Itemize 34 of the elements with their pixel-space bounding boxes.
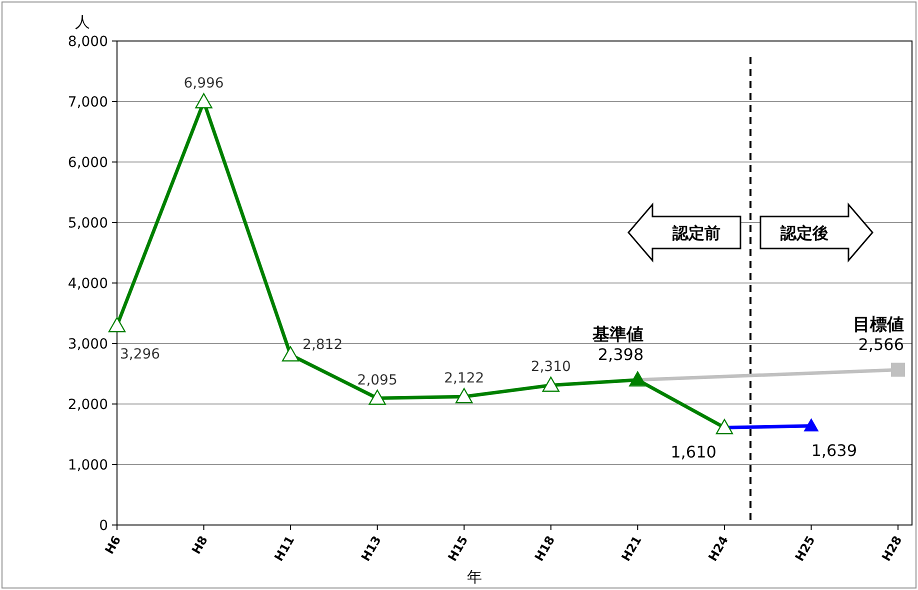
annotation: 認定後 bbox=[779, 224, 828, 242]
x-axis-title: 年 bbox=[467, 568, 482, 586]
data-label: 2,812 bbox=[302, 336, 343, 353]
annotation: 認定前 bbox=[671, 224, 720, 242]
y-tick-label: 8,000 bbox=[68, 34, 108, 50]
point bbox=[368, 390, 386, 405]
point bbox=[282, 346, 300, 362]
y-tick-label: 1,000 bbox=[68, 458, 108, 474]
data-label: 3,296 bbox=[120, 346, 160, 363]
x-tick-label: H6 bbox=[102, 534, 124, 556]
data-label: 1,639 bbox=[811, 440, 858, 460]
annotation: 基準値 bbox=[592, 324, 644, 345]
annotation: 目標値 bbox=[853, 314, 904, 335]
y-tick-label: 4,000 bbox=[68, 276, 108, 292]
y-tick-label: 6,000 bbox=[68, 155, 108, 171]
data-label: 2,398 bbox=[598, 344, 644, 364]
y-axis-title: 人 bbox=[75, 13, 90, 31]
data-label: 2,122 bbox=[444, 370, 484, 387]
point bbox=[456, 388, 473, 404]
y-tick-label: 2,000 bbox=[68, 397, 108, 413]
y-tick-label: 3,000 bbox=[68, 336, 108, 352]
data-label: 2,566 bbox=[858, 334, 904, 354]
y-tick-label: 0 bbox=[99, 518, 108, 534]
point bbox=[108, 316, 126, 332]
x-tick-label: H8 bbox=[189, 534, 210, 556]
data-label: 2,310 bbox=[530, 359, 571, 376]
y-tick-label: 7,000 bbox=[68, 94, 108, 110]
point bbox=[542, 376, 560, 392]
data-label: 2,095 bbox=[357, 372, 398, 388]
point bbox=[195, 93, 212, 108]
data-label: 6,996 bbox=[184, 76, 224, 92]
data-label: 1,610 bbox=[670, 442, 716, 462]
point bbox=[716, 418, 734, 434]
y-tick-label: 5,000 bbox=[68, 216, 108, 232]
